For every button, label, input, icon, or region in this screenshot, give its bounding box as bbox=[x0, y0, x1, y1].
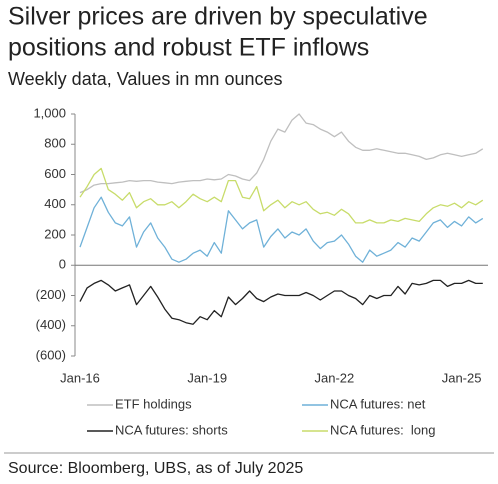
legend-label: NCA futures: net bbox=[330, 396, 426, 411]
y-tick-label: 0 bbox=[59, 257, 66, 272]
legend-label: NCA futures: long bbox=[330, 422, 436, 437]
series-line bbox=[79, 113, 484, 194]
x-tick-label: Jan-25 bbox=[442, 370, 482, 385]
series-line bbox=[79, 167, 484, 224]
y-tick-label: 200 bbox=[44, 226, 66, 241]
series-line bbox=[79, 196, 484, 263]
series-line bbox=[79, 279, 483, 325]
y-tick-label: 400 bbox=[44, 196, 66, 211]
y-tick-label: 600 bbox=[44, 166, 66, 181]
y-tick-label: 800 bbox=[44, 136, 66, 151]
source: Source: Bloomberg, UBS, as of July 2025 bbox=[8, 460, 303, 477]
x-tick-label: Jan-19 bbox=[187, 370, 227, 385]
legend-label: NCA futures: shorts bbox=[115, 422, 228, 437]
x-tick-label: Jan-22 bbox=[315, 370, 355, 385]
chart-title: positions and robust ETF inflows bbox=[8, 34, 369, 62]
y-tick-label: 1,000 bbox=[33, 105, 66, 120]
y-tick-label: (400) bbox=[36, 317, 66, 332]
y-tick-label: (200) bbox=[36, 287, 66, 302]
chart-subtitle: Weekly data, Values in mn ounces bbox=[8, 69, 282, 89]
legend-label: ETF holdings bbox=[115, 396, 192, 411]
y-tick-label: (600) bbox=[36, 347, 66, 362]
chart-title: Silver prices are driven by speculative bbox=[8, 3, 428, 31]
x-tick-label: Jan-16 bbox=[60, 370, 100, 385]
